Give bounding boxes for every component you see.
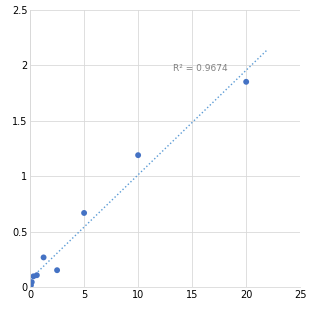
Point bbox=[55, 268, 60, 273]
Point bbox=[29, 280, 34, 285]
Text: R² = 0.9674: R² = 0.9674 bbox=[173, 64, 227, 73]
Point bbox=[31, 274, 36, 279]
Point bbox=[136, 153, 141, 158]
Point bbox=[82, 211, 87, 216]
Point bbox=[244, 79, 249, 84]
Point bbox=[28, 283, 33, 288]
Point bbox=[41, 255, 46, 260]
Point bbox=[34, 273, 39, 278]
